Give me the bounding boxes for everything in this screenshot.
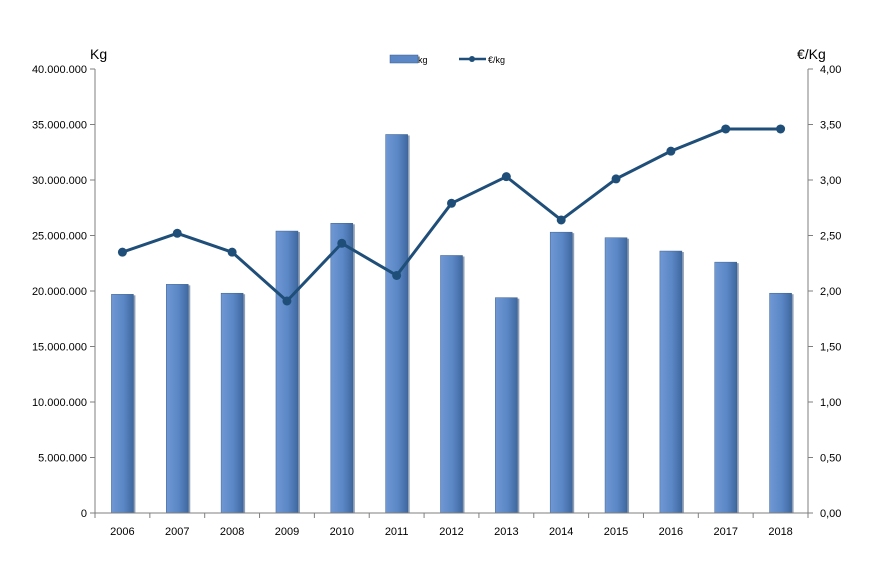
legend-line-marker xyxy=(469,56,475,62)
price-point xyxy=(117,247,127,257)
legend: kg €/kg xyxy=(389,54,505,65)
x-tick-label: 2015 xyxy=(604,526,628,538)
x-tick-label: 2008 xyxy=(220,526,244,538)
bar xyxy=(440,255,463,514)
left-tick-label: 10.000.000 xyxy=(32,397,87,409)
left-tick-label: 30.000.000 xyxy=(32,175,87,187)
left-tick-label: 20.000.000 xyxy=(32,286,87,298)
x-tick-label: 2007 xyxy=(165,526,189,538)
x-tick-label: 2014 xyxy=(549,526,573,538)
right-tick-label: 4,00 xyxy=(820,64,841,76)
price-point xyxy=(392,270,402,280)
bar xyxy=(275,230,299,514)
x-tick-label: 2010 xyxy=(330,526,354,538)
axes xyxy=(94,69,809,514)
legend-line-label: €/kg xyxy=(488,55,505,65)
price-point xyxy=(337,238,347,248)
bar xyxy=(385,134,408,514)
price-point xyxy=(447,198,456,208)
right-tick-label: 2,50 xyxy=(820,231,841,243)
price-point xyxy=(172,228,182,238)
bar xyxy=(330,223,354,514)
left-tick-label: 0 xyxy=(81,508,87,520)
x-tick-label: 2009 xyxy=(275,526,299,538)
right-tick-label: 0,50 xyxy=(820,453,841,465)
x-tick-label: 2018 xyxy=(768,526,792,538)
bar xyxy=(549,231,573,514)
price-point xyxy=(556,215,566,225)
legend-bar-swatch xyxy=(389,54,419,64)
price-point xyxy=(501,172,511,182)
bar-series xyxy=(111,134,794,514)
x-tick-label: 2013 xyxy=(494,526,518,538)
x-tick-label: 2012 xyxy=(439,526,463,538)
left-tick-label: 35.000.000 xyxy=(32,120,87,132)
price-point xyxy=(666,146,676,156)
legend-bar-label: kg xyxy=(418,55,428,65)
line-series xyxy=(117,124,786,306)
bar xyxy=(166,284,189,514)
bar xyxy=(220,292,244,514)
right-tick-label: 0,00 xyxy=(820,508,841,520)
x-tick-label: 2006 xyxy=(110,526,134,538)
bar xyxy=(769,292,792,514)
right-tick-label: 1,00 xyxy=(820,397,841,409)
x-tick-label: 2016 xyxy=(659,526,683,538)
price-point xyxy=(227,247,237,257)
price-point xyxy=(776,124,786,134)
right-tick-label: 2,00 xyxy=(820,286,841,298)
right-tick-label: 1,50 xyxy=(820,342,841,354)
x-tick-label: 2017 xyxy=(713,526,737,538)
right-axis-title: €/Kg xyxy=(797,46,826,62)
price-point xyxy=(611,174,621,184)
left-tick-label: 25.000.000 xyxy=(32,231,87,243)
price-point xyxy=(721,124,731,134)
x-tick-label: 2011 xyxy=(385,526,409,538)
left-tick-label: 40.000.000 xyxy=(32,64,87,76)
bar xyxy=(604,237,628,514)
bar xyxy=(714,261,737,514)
bar xyxy=(111,294,134,514)
x-axis-ticks: 2006 2007 2008 2009 2010 2011 2012 2013 2014 2015… xyxy=(94,513,809,538)
left-tick-label: 15.000.000 xyxy=(32,342,87,354)
right-axis-ticks: 0,00 0,50 1,00 1,50 2,00 2,50 3,00 3,50 4,00 xyxy=(808,64,841,520)
bar xyxy=(659,250,683,514)
left-axis-ticks: 0 5.000.000 10.000.000 15.000.000 20.000.000… xyxy=(32,64,95,520)
left-axis-title: Kg xyxy=(90,46,107,62)
bar xyxy=(495,297,518,514)
right-tick-label: 3,00 xyxy=(820,175,841,187)
price-point xyxy=(282,296,292,306)
left-tick-label: 5.000.000 xyxy=(38,453,87,465)
right-tick-label: 3,50 xyxy=(820,120,841,132)
